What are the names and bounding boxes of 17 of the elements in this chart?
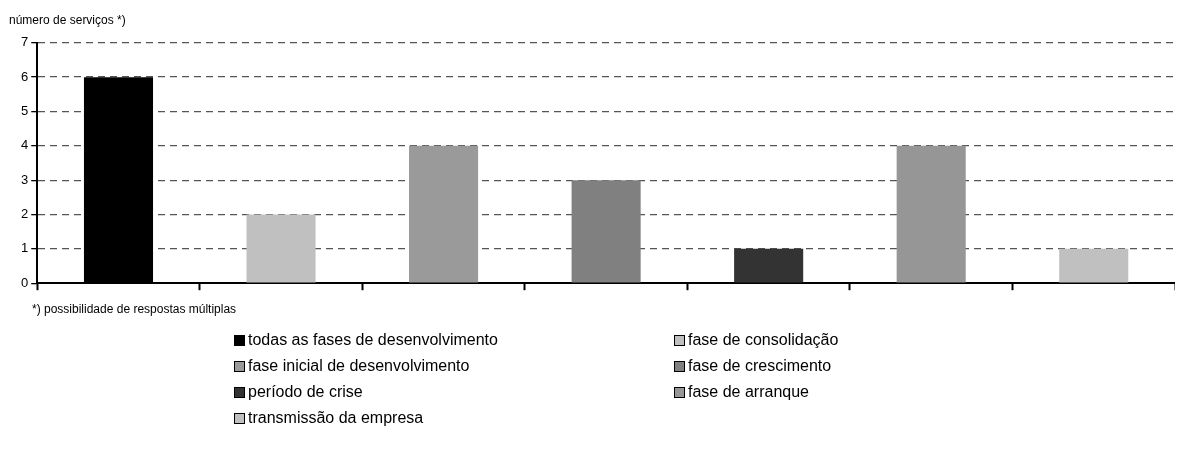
y-tick-label: 4 <box>21 137 29 153</box>
legend-label: fase de arranque <box>688 383 809 401</box>
legend-label: fase de consolidação <box>688 331 839 349</box>
legend-label: fase de crescimento <box>688 357 832 375</box>
y-axis-title: número de serviços *) <box>9 12 127 29</box>
legend-label: período de crise <box>248 383 363 401</box>
text: *) possibilidade de respostas múltiplas <box>32 302 238 316</box>
y-tick-label: 2 <box>21 206 29 222</box>
y-tick-label: 7 <box>21 34 29 50</box>
legend-label: transmissão da empresa <box>248 409 424 427</box>
y-tick-label: 1 <box>21 240 29 256</box>
legend-label: fase inicial de desenvolvimento <box>248 357 470 375</box>
y-tick-label: 3 <box>21 171 29 187</box>
y-tick-label: 5 <box>21 103 29 119</box>
legend-label: todas as fases de desenvolvimento <box>248 331 498 349</box>
y-tick-label: 0 <box>21 274 29 290</box>
y-tick-label: 6 <box>21 68 29 84</box>
